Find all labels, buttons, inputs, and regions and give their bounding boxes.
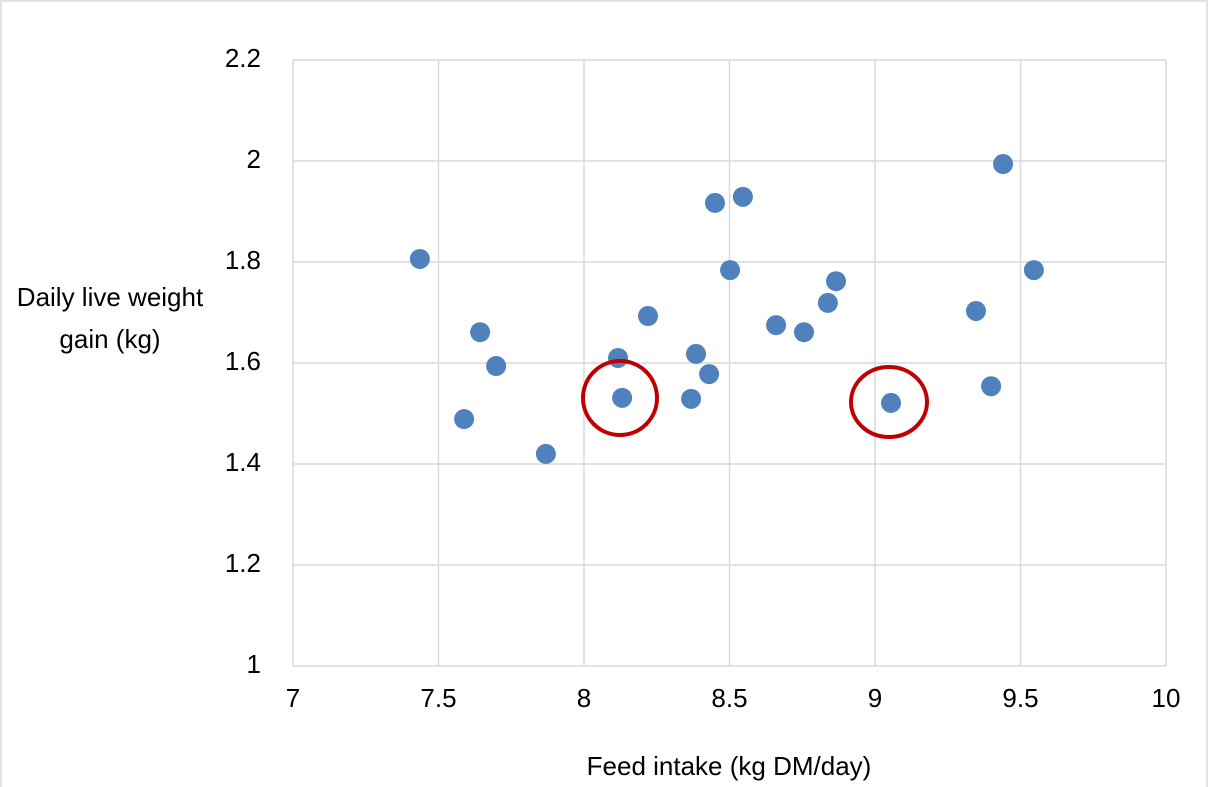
y-tick-label: 2 — [247, 144, 261, 174]
y-tick-label: 1.8 — [225, 245, 261, 275]
point — [686, 343, 707, 364]
x-tick-label: 7 — [286, 683, 300, 713]
x-tick-label: 8.5 — [711, 683, 747, 713]
point — [608, 347, 629, 368]
point — [454, 409, 475, 430]
point — [817, 292, 838, 313]
point — [704, 192, 725, 213]
point — [981, 376, 1002, 397]
point — [409, 248, 430, 269]
point — [965, 300, 986, 321]
x-tick-label: 9.5 — [1002, 683, 1038, 713]
point — [638, 306, 659, 327]
point — [720, 260, 741, 281]
x-tick-label: 7.5 — [420, 683, 456, 713]
point — [699, 364, 720, 385]
y-axis-label: Daily live weight gain (kg) — [16, 282, 204, 354]
x-tick-label: 8 — [577, 683, 591, 713]
y-tick-label: 1.6 — [225, 346, 261, 376]
point — [826, 271, 847, 292]
y-tick-label: 1.2 — [225, 548, 261, 578]
point — [470, 322, 491, 343]
y-tick-label: 2.2 — [225, 43, 261, 73]
point — [732, 186, 753, 207]
point — [766, 315, 787, 336]
highlight-circle — [581, 359, 659, 437]
point — [793, 322, 814, 343]
x-axis-label: Feed intake (kg DM/day) — [587, 751, 872, 781]
point — [993, 154, 1014, 175]
y-tick-label: 1 — [247, 649, 261, 679]
x-tick-label: 10 — [1152, 683, 1181, 713]
point — [681, 388, 702, 409]
point — [1023, 260, 1044, 281]
point — [486, 356, 507, 377]
highlight-circle — [849, 365, 929, 439]
point — [612, 387, 633, 408]
x-tick-label: 9 — [868, 683, 882, 713]
point — [881, 392, 902, 413]
y-tick-label: 1.4 — [225, 447, 261, 477]
point — [535, 443, 556, 464]
